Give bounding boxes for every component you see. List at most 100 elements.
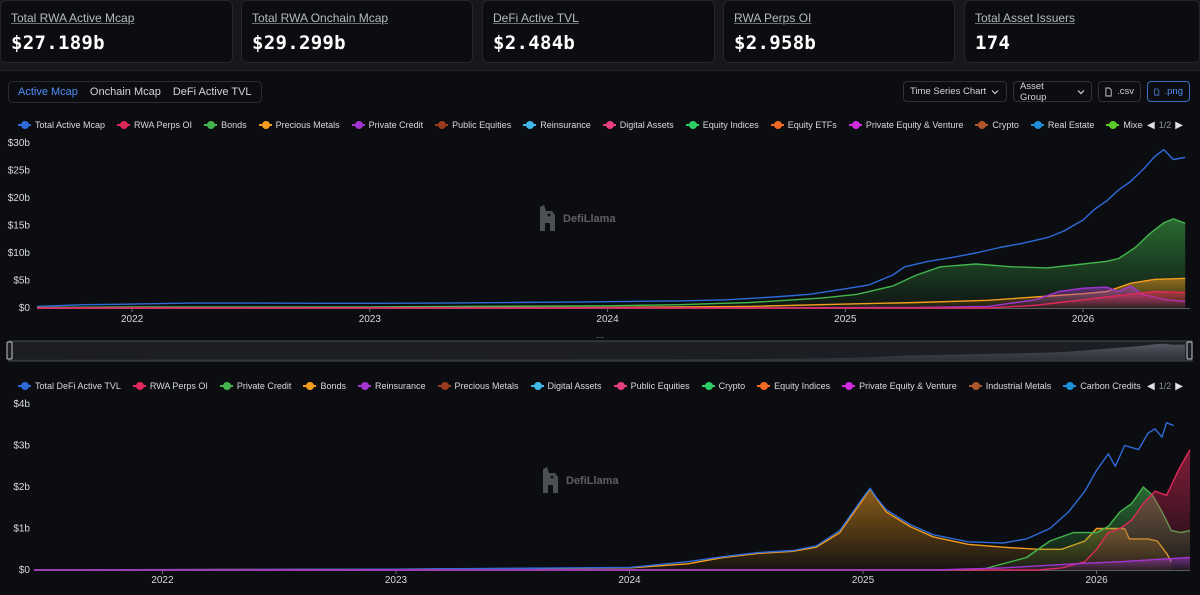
- legend-item[interactable]: Industrial Metals: [968, 381, 1051, 391]
- stat-card-defi-tvl[interactable]: DeFi Active TVL $2.484b: [482, 0, 715, 63]
- stat-label[interactable]: DeFi Active TVL: [493, 11, 579, 25]
- legend-item[interactable]: Private Credit: [351, 120, 423, 130]
- legend-swatch: [117, 121, 131, 129]
- watermark-text: DefiLlama: [566, 475, 619, 487]
- legend-label: Total Active Mcap: [35, 120, 106, 130]
- stat-value: $27.189b: [11, 32, 105, 54]
- legend-swatch: [258, 121, 272, 129]
- legend-swatch: [1063, 382, 1077, 390]
- legend-page: 1/2: [1158, 381, 1172, 391]
- legend-item[interactable]: Private Equity & Venture: [848, 120, 964, 130]
- tab-defi-active-tvl[interactable]: DeFi Active TVL: [172, 86, 252, 98]
- legend-label: Reinsurance: [540, 120, 591, 130]
- legend-item[interactable]: Mixed Pu: [1106, 120, 1161, 130]
- legend-item[interactable]: Total Active Mcap: [18, 120, 105, 130]
- watermark-text: DefiLlama: [563, 213, 616, 225]
- stat-card-perps-oi[interactable]: RWA Perps OI $2.958b: [723, 0, 955, 63]
- legend-swatch: [435, 121, 449, 129]
- legend-swatch: [18, 382, 31, 390]
- legend-item[interactable]: Crypto: [975, 120, 1019, 130]
- stat-label[interactable]: Total RWA Onchain Mcap: [252, 11, 389, 25]
- chart-panel: Active Mcap Onchain Mcap DeFi Active TVL…: [0, 70, 1200, 595]
- tab-active-mcap[interactable]: Active Mcap: [18, 86, 78, 98]
- legend-label: Private Equity & Venture: [865, 120, 964, 130]
- legend-label: RWA Perps OI: [149, 381, 208, 391]
- legend-label: Equity Indices: [702, 120, 759, 130]
- legend-swatch: [701, 382, 715, 390]
- legend-swatch: [975, 121, 989, 129]
- legend-item[interactable]: Digital Assets: [602, 120, 674, 130]
- legend-item[interactable]: Equity Indices: [685, 120, 759, 130]
- legend-item[interactable]: Bonds: [303, 381, 346, 391]
- stat-value: $2.484b: [493, 32, 576, 54]
- legend-swatch: [351, 121, 365, 129]
- stat-card-active-mcap[interactable]: Total RWA Active Mcap $27.189b: [0, 0, 233, 63]
- legend-item[interactable]: Reinsurance: [523, 120, 591, 130]
- legend-label: Crypto: [992, 120, 1019, 130]
- legend-item[interactable]: Reinsurance: [357, 381, 426, 391]
- legend-item[interactable]: Precious Metals: [437, 381, 519, 391]
- stat-value: 174: [975, 32, 1011, 54]
- stat-card-asset-issuers[interactable]: Total Asset Issuers 174: [964, 0, 1200, 63]
- legend-pager-bottom: ◀ 1/2 ▶: [1143, 378, 1183, 394]
- legend-swatch: [219, 382, 233, 390]
- llama-logo-icon: [543, 467, 558, 493]
- legend-item[interactable]: RWA Perps OI: [117, 120, 192, 130]
- download-png-button[interactable]: .png: [1147, 81, 1190, 102]
- legend-swatch: [357, 382, 371, 390]
- asset-group-label: Asset Group: [1020, 80, 1047, 103]
- legend-label: Precious Metals: [275, 120, 340, 130]
- stat-label[interactable]: Total RWA Active Mcap: [11, 11, 135, 25]
- legend-item[interactable]: Public Equities: [613, 381, 690, 391]
- legend-swatch: [530, 382, 544, 390]
- asset-group-select[interactable]: Asset Group: [1013, 80, 1092, 103]
- legend-label: RWA Perps OI: [134, 120, 193, 130]
- legend-pager-top: ◀ 1/2 ▶: [1143, 117, 1183, 133]
- legend-swatch: [602, 121, 616, 129]
- triangle-right-icon[interactable]: ▶: [1175, 119, 1183, 131]
- triangle-right-icon[interactable]: ▶: [1175, 380, 1183, 392]
- legend-item[interactable]: RWA Perps OI: [132, 381, 208, 391]
- triangle-left-icon[interactable]: ◀: [1147, 119, 1155, 131]
- legend-label: Precious Metals: [454, 381, 519, 391]
- legend-label: Public Equities: [452, 120, 512, 130]
- legend-swatch: [437, 382, 451, 390]
- legend-item[interactable]: Carbon Credits: [1063, 381, 1141, 391]
- legend-swatch: [132, 382, 146, 390]
- chart-type-select[interactable]: Time Series Chart: [903, 81, 1007, 102]
- legend-label: Digital Assets: [547, 381, 602, 391]
- metric-tabs: Active Mcap Onchain Mcap DeFi Active TVL: [8, 81, 262, 103]
- tab-onchain-mcap[interactable]: Onchain Mcap: [89, 86, 161, 98]
- stat-card-onchain-mcap[interactable]: Total RWA Onchain Mcap $29.299b: [241, 0, 473, 63]
- legend-swatch: [613, 382, 627, 390]
- legend-item[interactable]: Total DeFi Active TVL: [18, 381, 121, 391]
- chart-type-label: Time Series Chart: [910, 86, 987, 97]
- legend-label: Carbon Credits: [1080, 381, 1141, 391]
- legend-item[interactable]: Public Equities: [435, 120, 511, 130]
- legend-item[interactable]: Real Estate: [1030, 120, 1094, 130]
- legend-item[interactable]: Bonds: [204, 120, 247, 130]
- legend-item[interactable]: Private Credit: [219, 381, 291, 391]
- file-icon: [1105, 87, 1112, 96]
- download-csv-button[interactable]: .csv: [1098, 81, 1141, 102]
- legend-item[interactable]: Crypto: [701, 381, 745, 391]
- legend-label: Reinsurance: [374, 381, 426, 391]
- stat-label[interactable]: RWA Perps OI: [734, 11, 812, 25]
- legend-label: Bonds: [221, 120, 247, 130]
- legend-item[interactable]: Private Equity & Venture: [842, 381, 957, 391]
- triangle-left-icon[interactable]: ◀: [1147, 380, 1155, 392]
- legend-swatch: [968, 382, 982, 390]
- stat-value: $29.299b: [252, 32, 346, 54]
- legend-item[interactable]: Digital Assets: [530, 381, 602, 391]
- legend-swatch: [770, 121, 784, 129]
- legend-swatch: [685, 121, 699, 129]
- watermark-bottom: DefiLlama: [539, 466, 619, 496]
- chevron-down-icon: [1077, 89, 1085, 94]
- stat-label[interactable]: Total Asset Issuers: [975, 11, 1076, 25]
- legend-swatch: [848, 121, 862, 129]
- legend-item[interactable]: Equity ETFs: [770, 120, 837, 130]
- legend-label: Equity ETFs: [787, 120, 837, 130]
- legend-item[interactable]: Precious Metals: [258, 120, 340, 130]
- legend-item[interactable]: Equity Indices: [757, 381, 830, 391]
- legend-swatch: [523, 121, 537, 129]
